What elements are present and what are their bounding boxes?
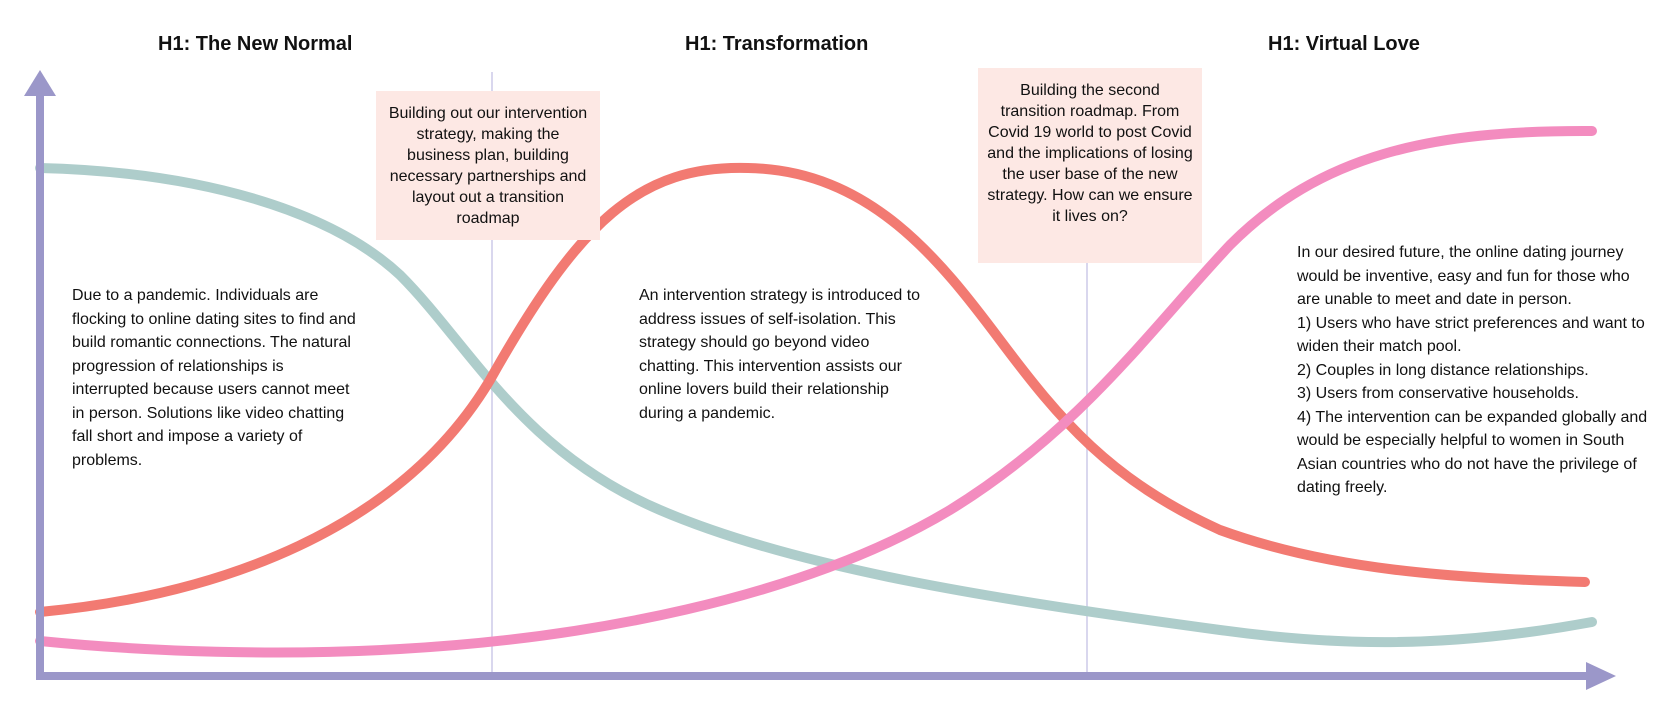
virtual-love-item-3: 3) Users from conservative households.: [1297, 385, 1579, 402]
text-transformation: An intervention strategy is introduced t…: [639, 287, 921, 422]
heading-virtual-love: H1: Virtual Love: [1268, 33, 1420, 55]
x-axis-arrowhead: [1586, 662, 1616, 690]
horizon-2-curve: [35, 162, 1590, 617]
note-second-roadmap: Building the second transition roadmap. …: [978, 68, 1202, 263]
virtual-love-item-4: 4) The intervention can be expanded glob…: [1297, 408, 1648, 497]
y-axis-arrowhead: [24, 70, 56, 96]
heading-new-normal: H1: The New Normal: [158, 33, 353, 55]
horizon-3-curve: [35, 125, 1597, 658]
heading-transformation: H1: Transformation: [685, 33, 869, 55]
virtual-love-item-1: 1) Users who have strict preferences and…: [1297, 314, 1645, 356]
text-virtual-love: In our desired future, the online dating…: [1297, 241, 1657, 500]
horizon-1-curve: [35, 163, 1597, 648]
note-first-roadmap: Building out our intervention strategy, …: [376, 91, 600, 240]
virtual-love-item-2: 2) Couples in long distance relationship…: [1297, 361, 1589, 379]
text-new-normal: Due to a pandemic. Individuals are flock…: [72, 287, 356, 469]
virtual-love-intro: In our desired future, the online dating…: [1297, 244, 1630, 308]
